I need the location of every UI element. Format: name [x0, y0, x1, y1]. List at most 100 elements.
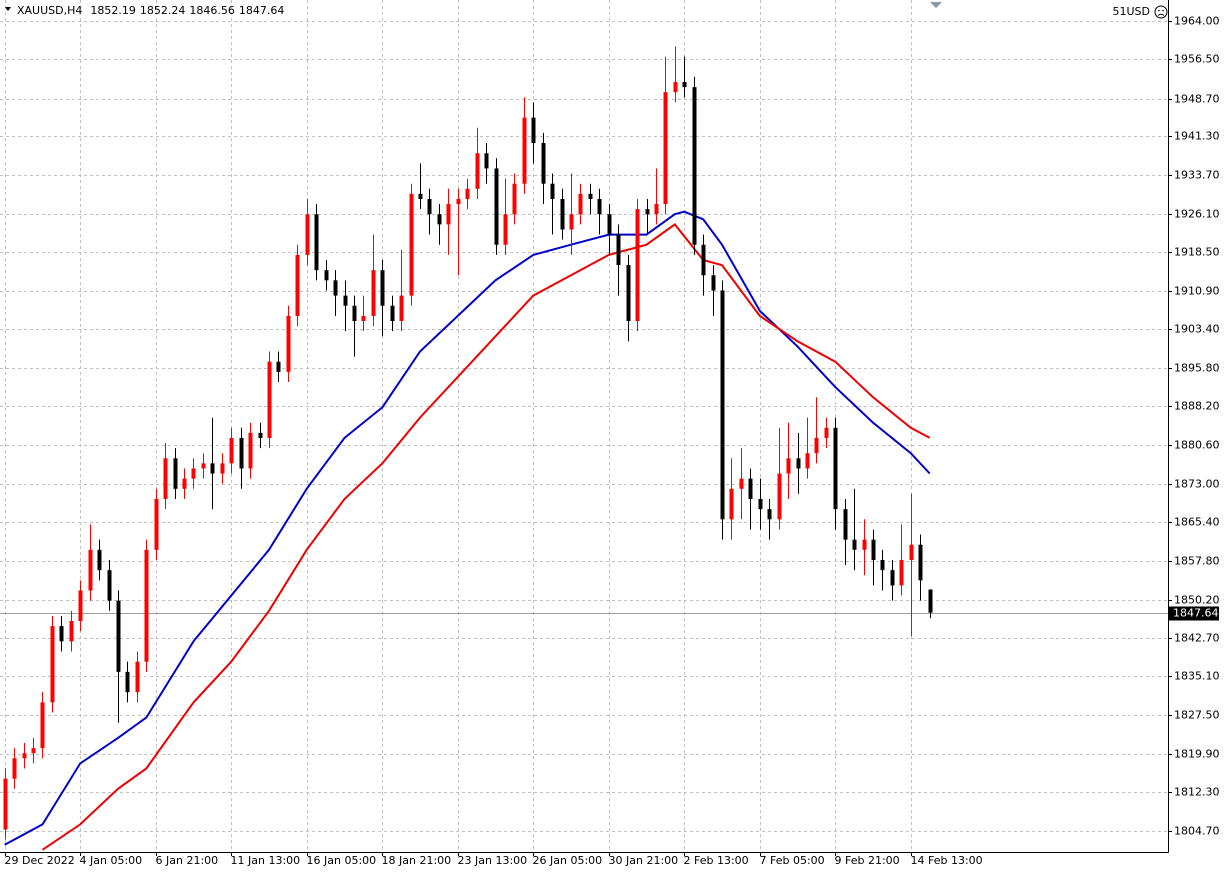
- header-high: 1852.24: [140, 4, 186, 17]
- candle-body: [720, 290, 725, 520]
- moving-average-line: [41, 223, 931, 851]
- candle-body: [333, 280, 338, 296]
- candle-body: [588, 193, 593, 199]
- candle-body: [701, 244, 706, 276]
- candle-body: [522, 117, 527, 184]
- y-tick-label: 1926.10: [1174, 208, 1220, 221]
- candle-body: [305, 214, 310, 255]
- x-tick-label: 7 Feb 05:00: [760, 854, 825, 867]
- face-icon[interactable]: [1154, 5, 1168, 19]
- account-label: 51USD: [1112, 5, 1150, 18]
- candle-body: [541, 143, 546, 184]
- candle-body: [871, 539, 876, 560]
- y-tick-label: 1857.80: [1174, 555, 1220, 568]
- candle-body: [805, 453, 810, 469]
- y-tick-label: 1964.00: [1174, 15, 1220, 28]
- candle-body: [295, 254, 300, 316]
- candle-body: [786, 458, 791, 474]
- candle-body: [758, 498, 763, 510]
- candle-body: [116, 600, 121, 672]
- candle-body: [597, 198, 602, 215]
- icon-eye: [1158, 9, 1160, 12]
- y-tick-label: 1948.70: [1174, 93, 1220, 106]
- candle-body: [78, 590, 83, 621]
- candle-body: [645, 209, 650, 215]
- header-low: 1846.56: [189, 4, 235, 17]
- candle-body: [88, 549, 93, 591]
- candle-body: [144, 549, 149, 662]
- y-tick-label: 1842.70: [1174, 632, 1220, 645]
- candle-body: [503, 214, 508, 245]
- candle-body: [40, 702, 45, 749]
- current-price-label: 1847.64: [1173, 607, 1219, 620]
- candle-body: [569, 214, 574, 230]
- candle-body: [343, 295, 348, 306]
- candle-body: [475, 153, 480, 189]
- x-tick-label: 4 Jan 05:00: [80, 854, 143, 867]
- candle-body: [560, 198, 565, 230]
- candle-body: [928, 589, 933, 613]
- candle-body: [210, 463, 215, 474]
- x-tick-label: 29 Dec 2022: [5, 854, 75, 867]
- candle-body: [494, 168, 499, 245]
- menu-arrow[interactable]: [5, 7, 11, 11]
- x-tick-label: 14 Feb 13:00: [911, 854, 983, 867]
- candle-body: [909, 544, 914, 560]
- candle-body: [399, 295, 404, 321]
- candle-body: [352, 305, 357, 321]
- candle-body: [229, 437, 234, 464]
- y-tick-label: 1819.90: [1174, 748, 1220, 761]
- candle-body: [135, 661, 140, 693]
- candle-body: [22, 753, 27, 759]
- candle-body: [899, 559, 904, 586]
- candle-body: [390, 305, 395, 321]
- candle-body: [465, 188, 470, 199]
- icon-eye: [1162, 9, 1164, 12]
- x-tick-label: 23 Jan 13:00: [458, 854, 528, 867]
- candle-body: [777, 473, 782, 520]
- candle-body: [739, 478, 744, 489]
- y-tick-label: 1933.70: [1174, 169, 1220, 182]
- y-tick-label: 1895.80: [1174, 362, 1220, 375]
- candle-body: [626, 265, 631, 321]
- icon-circle: [1154, 5, 1168, 19]
- candle-body: [31, 748, 36, 754]
- candle-body: [97, 549, 102, 571]
- y-tick-label: 1873.00: [1174, 478, 1220, 491]
- x-tick-label: 6 Jan 21:00: [156, 854, 219, 867]
- candle-body: [767, 509, 772, 520]
- candle-body: [446, 204, 451, 225]
- candle-body: [748, 478, 753, 499]
- candle-body: [890, 570, 895, 586]
- candle-body: [258, 432, 263, 438]
- y-tick-label: 1956.50: [1174, 53, 1220, 66]
- chart-title: XAUUSD,H4: [17, 4, 82, 17]
- candle-body: [286, 315, 291, 372]
- candle-body: [607, 214, 612, 235]
- candle-body: [191, 468, 196, 479]
- header-close: 1847.64: [239, 4, 285, 17]
- candle-body: [3, 778, 8, 830]
- candle-body: [692, 87, 697, 245]
- x-tick-label: 18 Jan 21:00: [382, 854, 452, 867]
- y-tick-label: 1850.20: [1174, 594, 1220, 607]
- candle-body: [512, 183, 517, 215]
- candle-body: [814, 437, 819, 454]
- candle-body: [843, 509, 848, 540]
- candle-body: [635, 209, 640, 321]
- candle-body: [918, 544, 923, 581]
- candle-body: [824, 427, 829, 438]
- candle-body: [729, 488, 734, 520]
- candle-body: [427, 198, 432, 215]
- candle-body: [880, 559, 885, 571]
- candle-body: [69, 621, 74, 642]
- shift-marker[interactable]: [930, 2, 942, 8]
- candle-body: [239, 437, 244, 469]
- current-price-box: [1169, 606, 1219, 621]
- y-tick-label: 1865.40: [1174, 516, 1220, 529]
- candle-body: [616, 234, 621, 266]
- candle-body: [550, 183, 555, 199]
